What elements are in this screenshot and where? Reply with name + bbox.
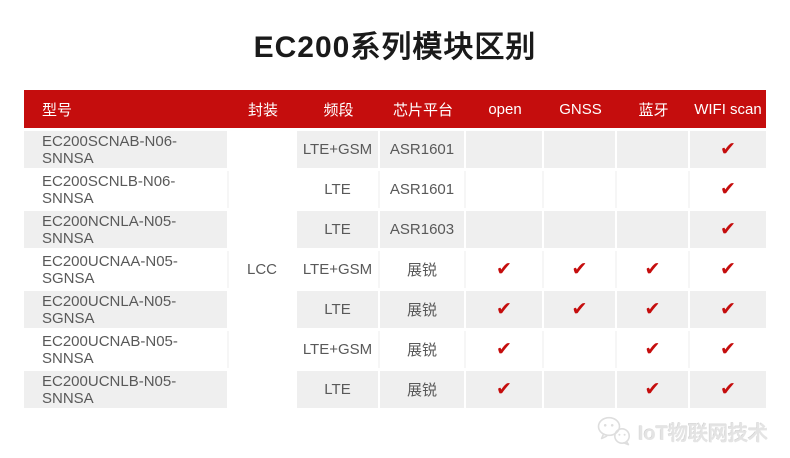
table-row: EC200UCNAA-N05-SGNSA LCC LTE+GSM 展锐 ✔ ✔ …	[24, 251, 766, 288]
model-cell: EC200SCNAB-N06-SNNSA	[24, 131, 229, 168]
open-check-cell: ✔	[466, 251, 544, 288]
bluetooth-check-cell	[617, 171, 690, 208]
chipset-cell: 展锐	[380, 371, 466, 408]
bluetooth-check-cell: ✔	[617, 331, 690, 368]
open-check-cell	[466, 131, 544, 168]
package-merged-cell: LCC	[229, 251, 297, 288]
band-cell: LTE+GSM	[297, 131, 380, 168]
table-row: EC200UCNLA-N05-SGNSA LTE 展锐 ✔ ✔ ✔ ✔	[24, 291, 766, 328]
open-check-cell: ✔	[466, 331, 544, 368]
band-cell: LTE	[297, 291, 380, 328]
gnss-check-cell	[544, 371, 617, 408]
wifi-scan-check-cell: ✔	[690, 291, 766, 328]
wifi-scan-check-cell: ✔	[690, 251, 766, 288]
package-cell	[229, 131, 297, 168]
wifi-scan-check-cell: ✔	[690, 131, 766, 168]
open-check-cell	[466, 171, 544, 208]
model-cell: EC200UCNLB-N05-SNNSA	[24, 371, 229, 408]
wechat-icon	[596, 416, 632, 446]
model-cell: EC200SCNLB-N06-SNNSA	[24, 171, 229, 208]
module-comparison-table: 型号 封装 频段 芯片平台 open GNSS 蓝牙 WIFI scan EC2…	[24, 90, 766, 408]
chipset-cell: ASR1603	[380, 211, 466, 248]
watermark: IoT物联网技术	[596, 416, 768, 446]
chipset-cell: 展锐	[380, 331, 466, 368]
band-cell: LTE	[297, 211, 380, 248]
band-cell: LTE	[297, 171, 380, 208]
package-cell	[229, 211, 297, 248]
chipset-cell: 展锐	[380, 251, 466, 288]
bluetooth-check-cell: ✔	[617, 371, 690, 408]
wifi-scan-check-cell: ✔	[690, 171, 766, 208]
gnss-check-cell: ✔	[544, 291, 617, 328]
band-cell: LTE+GSM	[297, 251, 380, 288]
bluetooth-check-cell	[617, 211, 690, 248]
wifi-scan-check-cell: ✔	[690, 331, 766, 368]
open-check-cell: ✔	[466, 371, 544, 408]
package-cell	[229, 291, 297, 328]
col-header-chipset: 芯片平台	[392, 101, 453, 119]
model-cell: EC200NCNLA-N05-SNNSA	[24, 211, 229, 248]
gnss-check-cell	[544, 211, 617, 248]
chipset-cell: ASR1601	[380, 131, 466, 168]
table-row: EC200UCNAB-N05-SNNSA LTE+GSM 展锐 ✔ ✔ ✔	[24, 331, 766, 368]
gnss-check-cell: ✔	[544, 251, 617, 288]
gnss-check-cell	[544, 171, 617, 208]
model-cell: EC200UCNLA-N05-SGNSA	[24, 291, 229, 328]
gnss-check-cell	[544, 331, 617, 368]
bluetooth-check-cell: ✔	[617, 291, 690, 328]
package-cell	[229, 331, 297, 368]
model-cell: EC200UCNAA-N05-SGNSA	[24, 251, 229, 288]
wifi-scan-check-cell: ✔	[690, 371, 766, 408]
table-row: EC200SCNAB-N06-SNNSA LTE+GSM ASR1601 ✔	[24, 131, 766, 168]
col-header-bluetooth: 蓝牙	[638, 101, 669, 119]
package-cell	[229, 171, 297, 208]
col-header-gnss: GNSS	[559, 100, 602, 118]
table-row: EC200NCNLA-N05-SNNSA LTE ASR1603 ✔	[24, 211, 766, 248]
band-cell: LTE+GSM	[297, 331, 380, 368]
col-header-wifi-scan: WIFI scan	[694, 100, 762, 118]
col-header-open: open	[488, 100, 522, 118]
package-cell	[229, 371, 297, 408]
chipset-cell: 展锐	[380, 291, 466, 328]
gnss-check-cell	[544, 131, 617, 168]
table-header-row: 型号 封装 频段 芯片平台 open GNSS 蓝牙 WIFI scan	[24, 90, 766, 128]
chipset-cell: ASR1601	[380, 171, 466, 208]
page-title: EC200系列模块区别	[253, 31, 537, 64]
band-cell: LTE	[297, 371, 380, 408]
wifi-scan-check-cell: ✔	[690, 211, 766, 248]
col-header-band: 频段	[323, 101, 354, 119]
open-check-cell: ✔	[466, 291, 544, 328]
table-row: EC200SCNLB-N06-SNNSA LTE ASR1601 ✔	[24, 171, 766, 208]
col-header-package: 封装	[247, 101, 278, 119]
bluetooth-check-cell: ✔	[617, 251, 690, 288]
table-body: EC200SCNAB-N06-SNNSA LTE+GSM ASR1601 ✔ E…	[24, 131, 766, 408]
watermark-label: IoT物联网技术	[638, 422, 768, 445]
bluetooth-check-cell	[617, 131, 690, 168]
open-check-cell	[466, 211, 544, 248]
col-header-model: 型号	[42, 101, 73, 119]
model-cell: EC200UCNAB-N05-SNNSA	[24, 331, 229, 368]
table-row: EC200UCNLB-N05-SNNSA LTE 展锐 ✔ ✔ ✔	[24, 371, 766, 408]
